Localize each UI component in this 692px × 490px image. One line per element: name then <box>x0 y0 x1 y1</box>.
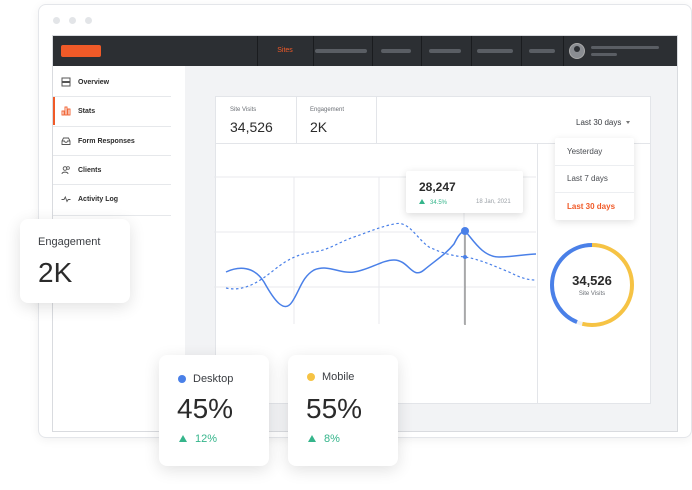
donut-value: 34,526 <box>572 273 612 288</box>
current-period-line <box>225 230 536 308</box>
sidebar-item-stats[interactable]: Stats <box>53 97 175 125</box>
sidebar-item-activity-log[interactable]: Activity Log <box>53 185 173 213</box>
card-change-value: 8% <box>324 433 340 445</box>
chevron-down-icon <box>626 121 631 125</box>
window-dot[interactable] <box>85 17 92 24</box>
device-donut-chart <box>550 243 634 327</box>
activity-icon <box>61 195 71 203</box>
nav-divider <box>257 36 258 66</box>
card-change-value: 12% <box>195 433 218 445</box>
sidebar-item-clients[interactable]: Clients <box>53 156 173 184</box>
sidebar-divider <box>53 96 171 97</box>
panel-divider <box>537 143 538 403</box>
sidebar-item-label: Activity Log <box>78 195 119 203</box>
nav-item-placeholder[interactable] <box>315 49 367 53</box>
card-label: Desktop <box>193 373 234 385</box>
sidebar-divider <box>53 126 171 127</box>
sidebar-item-label: Clients <box>78 166 102 174</box>
window-dot[interactable] <box>53 17 60 24</box>
desktop-card: Desktop 45% 12% <box>159 355 269 466</box>
mobile-legend-dot <box>307 373 315 381</box>
dropdown-divider <box>555 192 634 193</box>
panel-divider <box>216 143 650 144</box>
card-label: Mobile <box>322 371 355 383</box>
tooltip-date: 18 Jan, 2021 <box>476 199 511 205</box>
site-visits-stat: Site Visits 34,526 <box>216 97 296 143</box>
stat-label: Engagement <box>310 107 345 113</box>
chart-tooltip: 28,247 34.5% 18 Jan, 2021 <box>406 171 523 213</box>
nav-divider <box>421 36 422 66</box>
dropdown-option-last-7-days[interactable]: Last 7 days <box>567 174 608 183</box>
user-role-placeholder <box>591 53 617 56</box>
card-value: 55% <box>306 393 363 424</box>
card-label: Engagement <box>38 236 101 248</box>
bar-chart-icon <box>61 106 71 116</box>
sidebar-divider <box>53 155 171 156</box>
sidebar-item-overview[interactable]: Overview <box>53 68 173 96</box>
window-controls <box>53 17 92 24</box>
mobile-card: Mobile 55% 8% <box>288 355 398 466</box>
tooltip-value: 28,247 <box>419 180 456 194</box>
top-navigation-bar: Sites <box>53 36 677 66</box>
arrow-up-icon <box>308 435 316 442</box>
layout-icon <box>61 77 71 87</box>
tooltip-change-value: 34.5% <box>430 200 448 206</box>
dashboard-app: Sites Overview Stats Form Responses <box>52 35 678 432</box>
date-range-select[interactable]: Last 30 days <box>576 118 631 127</box>
sidebar-item-label: Form Responses <box>78 137 135 145</box>
visits-line-chart <box>214 176 536 325</box>
date-range-value: Last 30 days <box>576 118 622 127</box>
tooltip-change: 34.5% <box>419 199 447 206</box>
card-value: 45% <box>177 393 234 424</box>
card-change: 12% <box>179 433 217 445</box>
stat-divider <box>296 97 297 143</box>
nav-item-placeholder[interactable] <box>529 49 555 53</box>
brand-logo[interactable] <box>61 45 101 57</box>
users-icon <box>61 166 70 175</box>
hover-point[interactable] <box>461 227 469 235</box>
stat-value: 2K <box>310 119 328 135</box>
desktop-legend-dot <box>178 375 186 383</box>
card-value: 2K <box>38 257 73 288</box>
nav-divider <box>372 36 373 66</box>
nav-divider <box>471 36 472 66</box>
nav-divider <box>521 36 522 66</box>
card-change: 8% <box>308 433 340 445</box>
sidebar-item-form-responses[interactable]: Form Responses <box>53 127 173 155</box>
user-avatar[interactable] <box>569 43 585 59</box>
donut-label: Site Visits <box>578 291 606 297</box>
engagement-card: Engagement 2K <box>20 219 130 303</box>
donut-segment-mobile <box>550 243 634 327</box>
previous-period-line <box>225 222 536 290</box>
stat-label: Site Visits <box>230 107 257 113</box>
nav-item-placeholder[interactable] <box>477 49 513 53</box>
nav-item-sites[interactable]: Sites <box>277 47 293 54</box>
nav-divider <box>563 36 564 66</box>
inbox-icon <box>61 137 71 145</box>
dropdown-option-last-30-days[interactable]: Last 30 days <box>567 202 616 211</box>
arrow-up-icon <box>179 435 187 442</box>
engagement-stat: Engagement 2K <box>296 97 376 143</box>
window-dot[interactable] <box>69 17 76 24</box>
arrow-up-icon <box>419 199 425 204</box>
stat-divider <box>376 97 377 143</box>
sidebar-divider <box>53 215 171 216</box>
hover-point-previous <box>463 255 467 259</box>
stat-value: 34,526 <box>230 119 273 135</box>
dropdown-option-yesterday[interactable]: Yesterday <box>567 147 603 156</box>
sidebar-item-label: Overview <box>78 78 110 86</box>
date-range-dropdown: Yesterday Last 7 days Last 30 days <box>555 138 634 220</box>
nav-divider <box>313 36 314 66</box>
dropdown-divider <box>555 165 634 166</box>
nav-item-placeholder[interactable] <box>381 49 411 53</box>
user-name-placeholder <box>591 46 659 49</box>
sidebar-divider <box>53 184 171 185</box>
sidebar-item-label: Stats <box>78 107 96 115</box>
nav-item-placeholder[interactable] <box>429 49 461 53</box>
